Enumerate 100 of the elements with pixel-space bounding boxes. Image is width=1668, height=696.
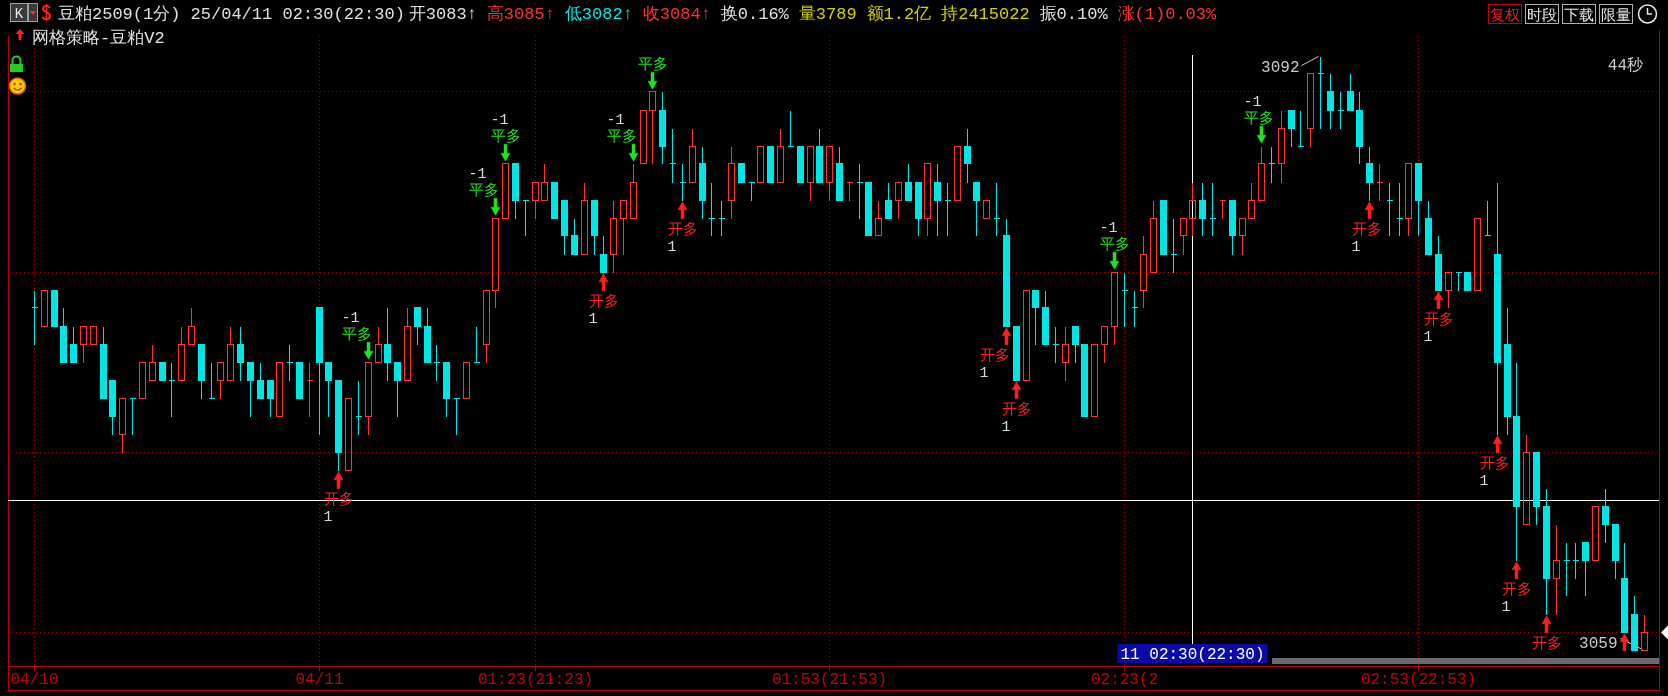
- candlestick: [1621, 542, 1628, 633]
- candlestick: [1386, 182, 1393, 236]
- annotation: 1: [1351, 238, 1361, 256]
- candlestick: [659, 91, 666, 164]
- candlestick: [365, 362, 372, 435]
- candlestick: [728, 146, 735, 219]
- candlestick: [1170, 218, 1177, 273]
- candlestick: [453, 398, 460, 435]
- candlestick: [1209, 182, 1216, 236]
- candlestick: [630, 163, 637, 219]
- candlestick: [944, 182, 951, 236]
- candlestick: [541, 163, 548, 201]
- candlestick: [1239, 218, 1246, 255]
- button: 限量: [1599, 4, 1633, 25]
- candlestick: [159, 362, 166, 381]
- candlestick: [669, 128, 676, 183]
- candlestick: [816, 128, 823, 183]
- annotation: 1: [1423, 328, 1433, 346]
- candlestick: [483, 290, 490, 363]
- candlestick: [1641, 614, 1648, 651]
- candlestick: [1572, 542, 1579, 579]
- text: 平多: [606, 129, 637, 147]
- candlestick: [777, 128, 784, 183]
- candlestick: [237, 326, 244, 381]
- annotation: 1: [667, 238, 677, 256]
- candlestick: [31, 290, 38, 345]
- candlestick: [129, 398, 136, 435]
- candlestick: [738, 163, 745, 183]
- text: 收3084↑: [642, 5, 711, 24]
- candlestick: [404, 307, 411, 381]
- candlestick: [1278, 110, 1285, 183]
- candlestick: [375, 326, 382, 363]
- candlestick: [1081, 344, 1088, 417]
- candlestick: [708, 182, 715, 236]
- candlestick: [1023, 290, 1030, 381]
- candlestick: [473, 326, 480, 363]
- annotation: 3059: [1579, 634, 1618, 653]
- candlestick: [1612, 524, 1619, 579]
- candlestick: [1494, 182, 1501, 435]
- candlestick: [149, 344, 156, 381]
- candlestick: [915, 182, 922, 236]
- candlestick: [846, 182, 853, 201]
- annotation: -1: [341, 310, 360, 328]
- text: 振0.10%: [1039, 5, 1109, 24]
- candlestick: [581, 182, 588, 255]
- candlestick: [699, 146, 706, 219]
- candlestick: [1297, 110, 1304, 147]
- candlestick: [885, 182, 892, 219]
- candlestick: [787, 110, 794, 147]
- candlestick: [1435, 235, 1442, 291]
- candlestick: [1347, 73, 1354, 111]
- candlestick: [41, 290, 48, 327]
- annotation: -1: [468, 166, 487, 184]
- candlestick: [1553, 524, 1560, 615]
- candlestick: [797, 146, 804, 183]
- candlestick: [983, 200, 990, 219]
- candlestick: [767, 146, 774, 183]
- annotation: -1: [490, 112, 509, 130]
- candlestick: [1091, 344, 1098, 417]
- candlestick: [1464, 272, 1471, 291]
- candlestick: [355, 380, 362, 435]
- candlestick: [1523, 434, 1530, 525]
- candlestick: [561, 200, 568, 255]
- candlestick: [973, 182, 980, 236]
- candlestick: [551, 182, 558, 219]
- candlestick: [424, 307, 431, 363]
- series-label: 开多: [979, 346, 1010, 365]
- candlestick: [679, 163, 686, 201]
- candlestick: [1131, 290, 1138, 327]
- candlestick: [954, 146, 961, 201]
- text: 开3083↑: [408, 5, 477, 24]
- candlestick: [168, 362, 175, 417]
- candlestick: [119, 398, 126, 453]
- candlestick: [345, 398, 352, 471]
- text: 低3082↑: [564, 5, 633, 24]
- candlestick: [718, 200, 725, 236]
- text: 涨(1)0.03%: [1117, 5, 1218, 24]
- text: 平多: [468, 183, 499, 201]
- candlestick: [649, 91, 656, 164]
- candlestick: [1288, 110, 1295, 147]
- candlestick: [1425, 200, 1432, 255]
- candlestick: [316, 307, 323, 435]
- candlestick: [689, 128, 696, 183]
- annotation: 1: [588, 310, 598, 328]
- x-tick-label: 04/10: [10, 671, 59, 689]
- candlestick: [1543, 488, 1550, 615]
- text: 平多: [637, 57, 668, 75]
- candlestick: [1150, 200, 1157, 273]
- candlestick: [1248, 182, 1255, 219]
- candlestick: [1474, 218, 1481, 291]
- candlestick: [993, 182, 1000, 236]
- annotation: -1: [606, 112, 625, 130]
- annotation: 1: [1001, 418, 1011, 436]
- candlestick: [247, 362, 254, 417]
- candlestick: [1415, 163, 1422, 236]
- candlestick: [443, 362, 450, 417]
- text: 持2415022: [941, 5, 1030, 24]
- x-tick-label: 01:53(21:53): [771, 671, 888, 689]
- candlestick: [757, 146, 764, 183]
- text: 高3085↑: [486, 4, 555, 24]
